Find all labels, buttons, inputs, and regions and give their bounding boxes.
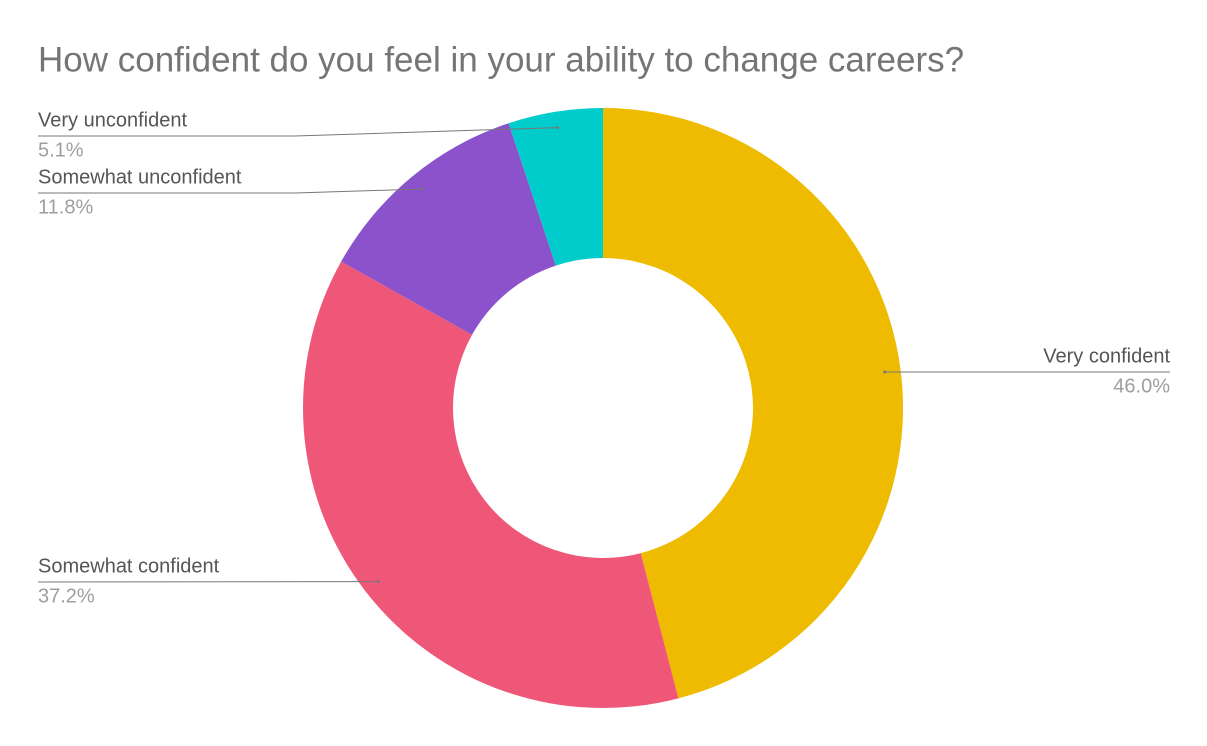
slice-value: 37.2% xyxy=(38,585,95,607)
leader-dot xyxy=(556,126,560,130)
chart-title: How confident do you feel in your abilit… xyxy=(38,40,964,79)
slice xyxy=(603,108,903,699)
slice-label: Somewhat confident xyxy=(38,555,220,577)
slice-label: Very confident xyxy=(1043,345,1170,367)
leader-line xyxy=(38,188,423,194)
leader-dot xyxy=(420,187,424,191)
slice-value: 5.1% xyxy=(38,139,84,161)
slice xyxy=(508,108,603,266)
slice-label: Very unconfident xyxy=(38,109,187,131)
slice-value: 11.8% xyxy=(38,196,93,218)
slice-label: Somewhat unconfident xyxy=(38,166,242,188)
slice xyxy=(341,123,556,335)
leader-dot xyxy=(376,580,380,584)
leader-line xyxy=(38,127,558,137)
slice xyxy=(303,261,679,708)
leader-dot xyxy=(883,370,887,374)
slice-value: 46.0% xyxy=(1113,375,1170,397)
